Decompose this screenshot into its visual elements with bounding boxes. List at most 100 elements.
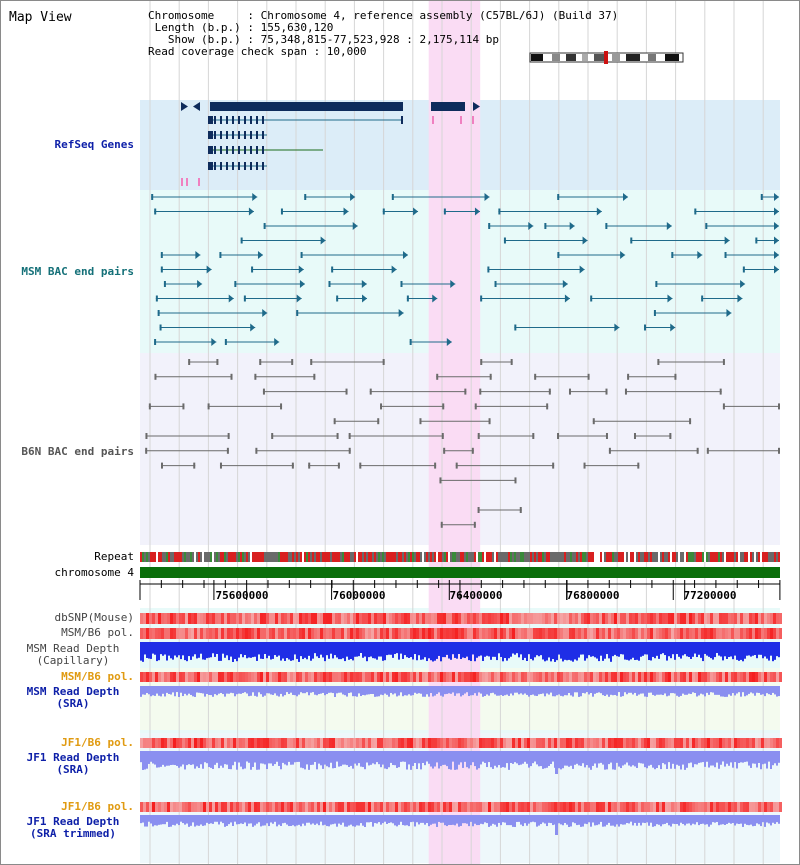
bac-end	[480, 359, 483, 365]
assembly-info: Chromosome : Chromosome 4, reference ass…	[148, 10, 618, 58]
pol-cell	[533, 672, 536, 682]
repeat-element	[462, 552, 464, 562]
bac-end	[219, 252, 222, 258]
track-label-b6n-bac[interactable]: B6N BAC end pairs	[21, 445, 134, 458]
bac-end	[145, 433, 148, 439]
depth-bar	[700, 642, 702, 658]
pol-cell	[479, 672, 482, 682]
track-label-refseq[interactable]: RefSeq Genes	[54, 138, 134, 151]
depth-bar	[632, 686, 634, 695]
depth-bar	[576, 686, 578, 693]
track-label-chromosome[interactable]: chromosome 4	[54, 566, 134, 579]
depth-bar	[452, 815, 454, 825]
depth-bar	[610, 642, 612, 662]
pol-cell	[644, 738, 647, 748]
depth-bar	[592, 642, 594, 657]
pol-cell	[587, 628, 590, 639]
depth-bar	[648, 815, 650, 826]
pol-cell	[776, 738, 779, 748]
pol-cell	[236, 738, 239, 748]
pol-cell	[383, 628, 386, 639]
pol-cell	[509, 672, 512, 682]
pol-cell	[233, 738, 236, 748]
track-label-msm-depth-sra[interactable]: MSM Read Depth (SRA)	[26, 685, 120, 710]
dbsnp-cell	[380, 613, 383, 624]
track-label-msm-pol-sra[interactable]: MSM/B6 pol.	[61, 670, 134, 683]
pol-cell	[668, 628, 671, 639]
depth-bar	[390, 751, 392, 763]
depth-bar	[702, 686, 704, 695]
depth-bar	[318, 815, 320, 826]
repeat-element	[660, 552, 662, 562]
pol-cell	[716, 628, 719, 639]
bac-end	[674, 373, 677, 380]
depth-bar	[530, 815, 532, 823]
bac-end	[243, 295, 246, 302]
repeat-element	[270, 552, 272, 562]
depth-bar	[670, 751, 672, 769]
bac-end	[182, 403, 185, 410]
depth-bar	[470, 815, 472, 822]
pol-cell	[335, 628, 338, 639]
repeat-element	[572, 552, 574, 562]
depth-bar	[692, 751, 694, 768]
depth-bar	[180, 642, 182, 660]
track-label-dbsnp[interactable]: dbSNP(Mouse)	[54, 611, 134, 624]
depth-bar	[562, 751, 564, 769]
bac-end	[477, 433, 480, 439]
repeat-element	[712, 552, 714, 562]
pol-cell	[191, 628, 194, 639]
depth-bar	[194, 686, 196, 697]
track-label-repeat[interactable]: Repeat	[94, 550, 134, 563]
repeat-element	[420, 552, 422, 562]
depth-bar	[672, 751, 674, 764]
highlight-region	[428, 0, 481, 865]
bac-end	[514, 324, 517, 331]
dbsnp-cell	[272, 613, 275, 624]
bac-end	[443, 447, 446, 454]
pol-cell	[386, 628, 389, 639]
depth-bar	[676, 642, 678, 655]
track-label-jf1-trim[interactable]: JF1 Read Depth (SRA trimmed)	[26, 815, 120, 840]
repeat-element	[418, 552, 420, 562]
ideogram-band	[665, 54, 679, 61]
depth-bar	[696, 642, 698, 658]
ideogram-band	[594, 54, 604, 61]
depth-bar	[288, 751, 290, 762]
pol-cell	[554, 802, 557, 812]
pol-cell	[620, 672, 623, 682]
dbsnp-cell	[188, 613, 191, 624]
pol-cell	[602, 802, 605, 812]
depth-bar	[718, 815, 720, 826]
track-label-msm-pol[interactable]: MSM/B6 pol.	[61, 626, 134, 639]
track-label-jf1-depth[interactable]: JF1 Read Depth (SRA)	[26, 751, 120, 776]
pol-cell	[623, 672, 626, 682]
pol-cell	[323, 672, 326, 682]
pol-cell	[458, 802, 461, 812]
depth-bar	[252, 686, 254, 693]
depth-bar	[432, 751, 434, 769]
depth-bar	[440, 815, 442, 823]
depth-bar	[652, 815, 654, 827]
repeat-element	[230, 552, 232, 562]
track-label-msm-bac[interactable]: MSM BAC end pairs	[21, 265, 134, 278]
depth-bar	[430, 686, 432, 694]
depth-bar	[606, 815, 608, 825]
depth-bar	[496, 815, 498, 827]
dbsnp-cell	[587, 613, 590, 624]
depth-bar	[434, 686, 436, 696]
track-label-msm-depth-cap[interactable]: MSM Read Depth (Capillary)	[26, 642, 120, 667]
repeat-element	[356, 552, 358, 562]
repeat-element	[264, 552, 266, 562]
depth-bar	[186, 751, 188, 766]
track-label-jf1-pol[interactable]: JF1/B6 pol.	[61, 736, 134, 749]
depth-bar	[436, 815, 438, 827]
pol-cell	[290, 672, 293, 682]
depth-bar	[670, 642, 672, 659]
pol-cell	[677, 628, 680, 639]
depth-bar	[776, 815, 778, 823]
repeat-element	[162, 552, 164, 562]
track-label-jf1-pol-trim[interactable]: JF1/B6 pol.	[61, 800, 134, 813]
depth-bar	[378, 751, 380, 765]
